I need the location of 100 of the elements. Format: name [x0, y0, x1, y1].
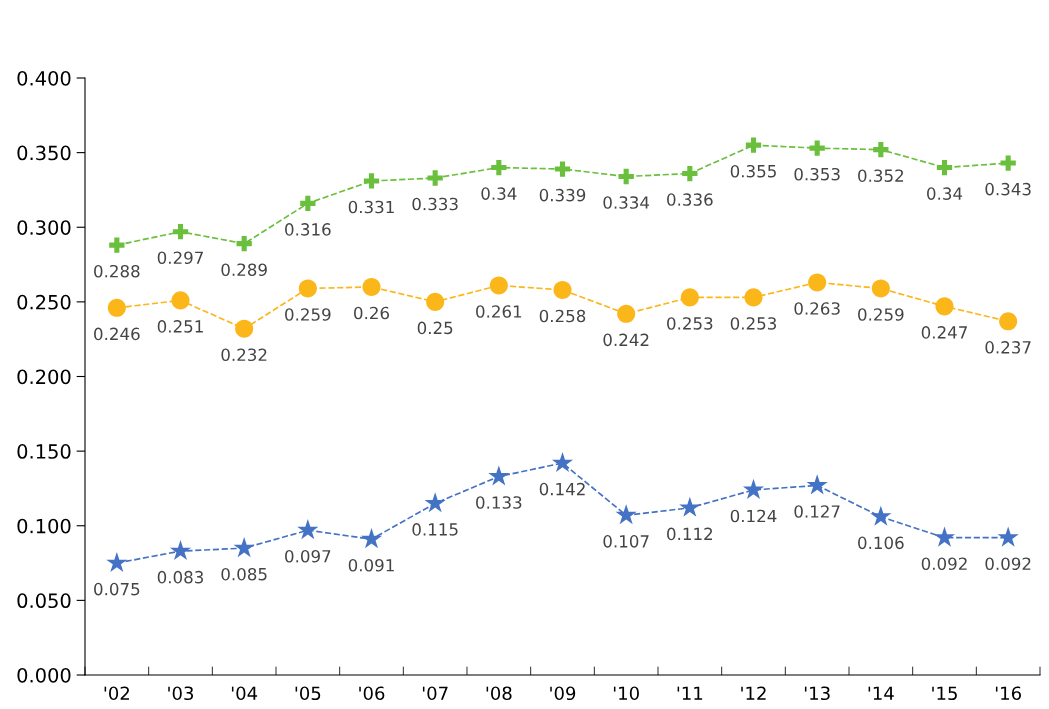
- data-label: 0.232: [221, 348, 267, 362]
- data-label: 0.316: [285, 223, 331, 236]
- point: [744, 288, 763, 307]
- data-label: 0.133: [476, 496, 522, 509]
- data-label: 0.352: [858, 169, 904, 182]
- data-label: 0.297: [157, 251, 203, 265]
- y-tick-label: 0.000: [17, 667, 71, 683]
- data-label: 0.242: [603, 333, 649, 347]
- data-label: 0.288: [94, 264, 140, 278]
- data-label: 0.115: [412, 523, 458, 536]
- point: [935, 297, 954, 316]
- data-label: 0.097: [285, 549, 331, 563]
- x-tick-label: '16: [995, 686, 1021, 701]
- data-label: 0.092: [985, 557, 1031, 571]
- data-label: 0.259: [858, 308, 904, 321]
- data-label: 0.336: [667, 193, 713, 206]
- point: [679, 496, 701, 517]
- point: [106, 551, 128, 573]
- data-label: 0.343: [985, 182, 1031, 196]
- data-label: 0.333: [412, 197, 458, 211]
- x-tick-label: '15: [932, 686, 957, 701]
- data-label: 0.253: [667, 317, 713, 330]
- point: [682, 165, 698, 182]
- data-label: 0.112: [667, 527, 713, 541]
- data-label: 0.085: [221, 567, 267, 581]
- point: [171, 291, 190, 310]
- point: [297, 519, 319, 540]
- x-tick-label: '05: [295, 686, 321, 701]
- point: [169, 540, 192, 561]
- data-label: 0.339: [539, 188, 586, 202]
- point: [551, 451, 574, 473]
- x-tick-label: '03: [168, 686, 194, 701]
- y-tick-label: 0.350: [17, 145, 71, 161]
- point: [809, 140, 825, 156]
- point: [427, 170, 443, 186]
- y-tick-label: 0.100: [17, 518, 71, 534]
- point: [617, 304, 636, 323]
- x-tick-label: '04: [231, 686, 258, 701]
- point: [1000, 155, 1016, 171]
- point: [742, 478, 765, 499]
- point: [426, 292, 445, 311]
- y-tick-label: 0.050: [17, 593, 71, 609]
- point: [745, 137, 762, 153]
- point: [997, 526, 1019, 547]
- point: [870, 505, 892, 526]
- data-label: 0.246: [94, 327, 140, 341]
- data-label: 0.334: [603, 196, 650, 209]
- point: [107, 298, 126, 317]
- x-tick-label: '02: [104, 686, 129, 701]
- data-label: 0.247: [921, 326, 967, 339]
- point: [363, 173, 380, 189]
- data-label: 0.106: [858, 536, 904, 550]
- data-label: 0.263: [794, 302, 840, 315]
- x-tick-label: '12: [741, 686, 766, 700]
- data-label: 0.331: [348, 200, 394, 214]
- point: [808, 273, 827, 292]
- point: [936, 159, 953, 176]
- data-label: 0.34: [927, 187, 963, 200]
- point: [491, 159, 507, 176]
- x-tick-label: '06: [359, 686, 385, 701]
- data-label: 0.142: [539, 482, 585, 496]
- point: [933, 526, 956, 547]
- data-label: 0.083: [157, 570, 204, 584]
- data-label: 0.355: [730, 164, 776, 178]
- point: [488, 465, 510, 486]
- data-label: 0.258: [539, 309, 586, 323]
- x-tick-label: '07: [422, 686, 448, 701]
- point: [871, 279, 890, 298]
- y-tick-label: 0.200: [17, 369, 71, 385]
- data-label: 0.127: [794, 505, 840, 518]
- point: [424, 492, 446, 513]
- x-tick-label: '10: [613, 686, 639, 701]
- data-label: 0.26: [354, 306, 390, 320]
- point: [236, 236, 252, 252]
- y-tick-label: 0.250: [17, 294, 71, 310]
- data-label: 0.091: [348, 558, 394, 572]
- x-tick-label: '08: [486, 686, 512, 701]
- point: [680, 288, 699, 307]
- point: [554, 161, 571, 177]
- data-label: 0.251: [157, 320, 203, 333]
- data-label: 0.259: [285, 308, 331, 321]
- point: [300, 195, 316, 212]
- data-label: 0.25: [417, 321, 453, 335]
- point: [360, 528, 383, 549]
- y-tick-label: 0.400: [17, 70, 71, 86]
- data-label: 0.253: [730, 317, 777, 330]
- x-tick-label: '09: [550, 686, 576, 701]
- point: [233, 537, 255, 558]
- data-label: 0.075: [94, 582, 140, 596]
- data-label: 0.289: [221, 263, 267, 277]
- data-label: 0.237: [985, 341, 1031, 354]
- data-label: 0.353: [794, 167, 840, 181]
- point: [298, 279, 317, 298]
- point: [999, 312, 1018, 331]
- point: [235, 319, 254, 338]
- data-label: 0.261: [476, 305, 522, 318]
- point: [172, 224, 189, 240]
- y-tick-label: 0.150: [17, 444, 71, 459]
- point: [873, 142, 889, 158]
- data-label: 0.124: [730, 509, 777, 523]
